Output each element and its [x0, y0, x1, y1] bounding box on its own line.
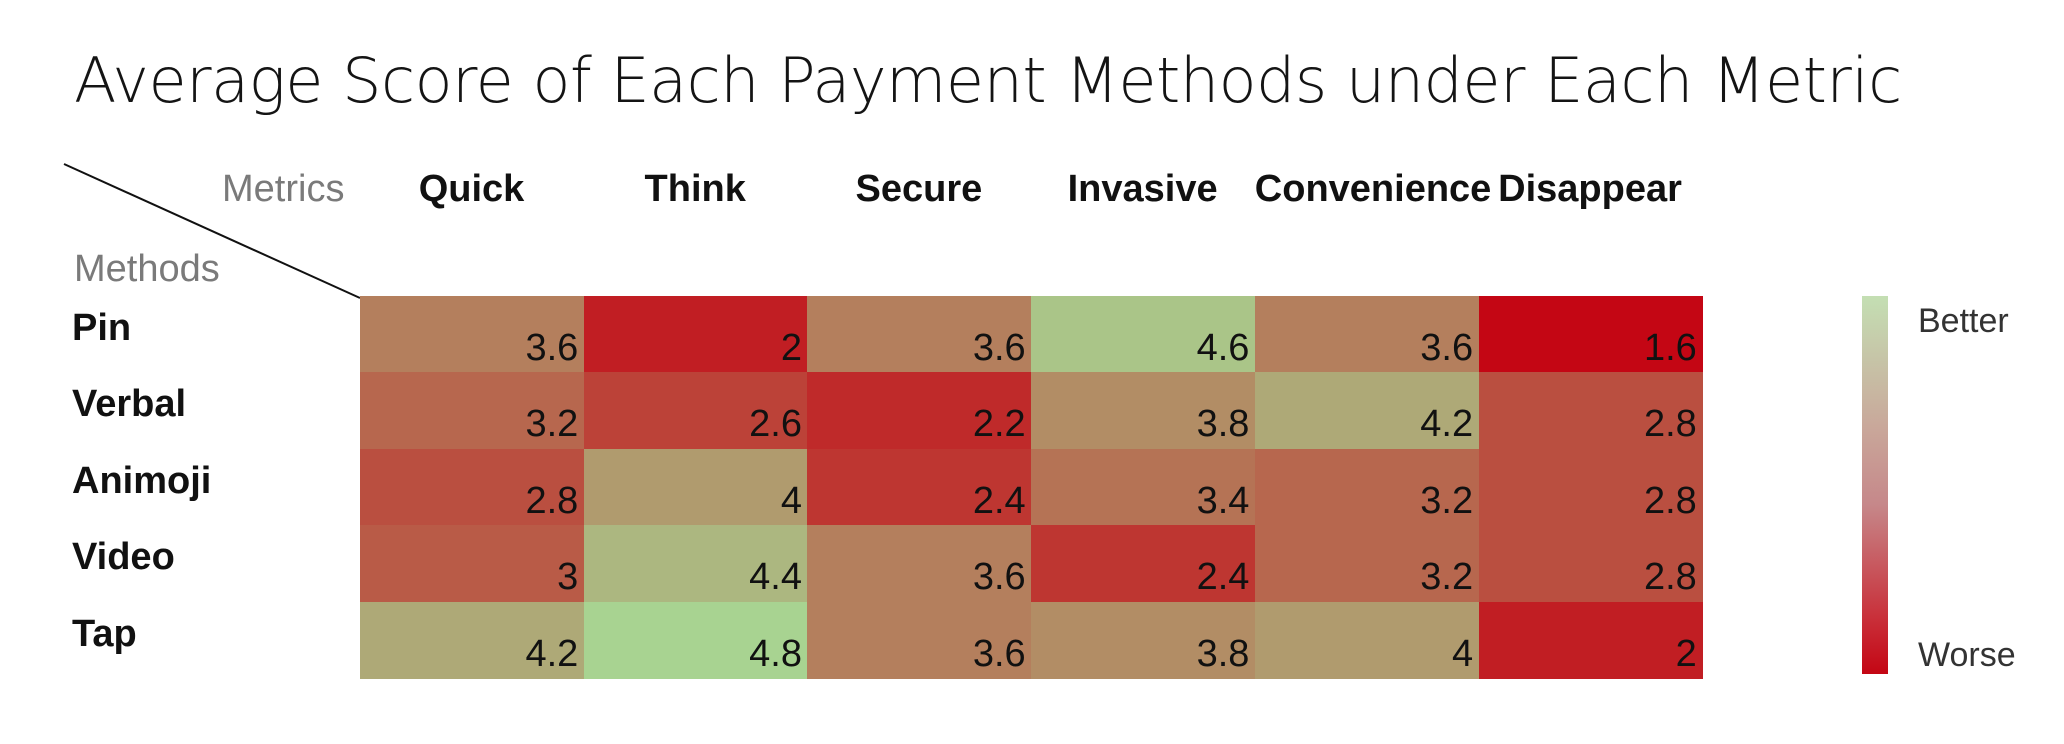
heatmap-cell-animoji-secure: 2.4: [807, 448, 1032, 526]
cell-value-label: 2.8: [525, 479, 579, 522]
row-header-pin: Pin: [72, 307, 132, 349]
column-header-invasive: Invasive: [1067, 168, 1218, 210]
heatmap-cell-tap-think: 4.8: [583, 601, 808, 679]
heatmap-cell-tap-invasive: 3.8: [1031, 601, 1256, 679]
row-header-tap: Tap: [72, 612, 137, 655]
cell-value-label: 4: [1451, 632, 1474, 675]
heatmap-cell-verbal-disappear: 2.8: [1478, 372, 1703, 450]
chart-title: Average Score of Each Payment Methods un…: [74, 44, 1902, 117]
heatmap-cell-animoji-convenience: 3.2: [1254, 448, 1480, 526]
cell-value-label: 3.2: [1420, 556, 1474, 599]
cell-value-label: 2.8: [1643, 479, 1697, 522]
heatmap-cell-tap-secure: 3.6: [807, 601, 1032, 679]
column-header-think: Think: [644, 168, 746, 210]
heatmap-cell-video-think: 4.4: [583, 525, 808, 603]
cell-value-label: 4.2: [1420, 403, 1474, 446]
cell-value-label: 3.2: [1420, 479, 1474, 522]
cell-value-label: 3: [557, 556, 579, 599]
cell-value-label: 3.6: [972, 327, 1026, 369]
heatmap-cell-verbal-secure: 2.2: [807, 372, 1032, 450]
heatmap-cell-verbal-quick: 3.2: [360, 372, 585, 450]
heatmap-cell-pin-invasive: 4.6: [1031, 296, 1256, 373]
heatmap-cell-pin-convenience: 3.6: [1254, 296, 1480, 373]
row-header-verbal: Verbal: [72, 383, 187, 426]
cell-value-label: 2.6: [749, 403, 802, 446]
cell-value-label: 1.6: [1643, 327, 1697, 369]
cell-value-label: 3.4: [1196, 479, 1250, 522]
heatmap-cell-animoji-quick: 2.8: [360, 448, 585, 526]
cell-value-label: 4.4: [749, 556, 802, 599]
row-header-animoji: Animoji: [72, 459, 212, 502]
heatmap-cell-video-secure: 3.6: [807, 525, 1032, 603]
column-header-disappear: Disappear: [1498, 168, 1682, 210]
heatmap-cell-verbal-convenience: 4.2: [1254, 372, 1480, 450]
heatmap-cell-pin-quick: 3.6: [360, 296, 585, 373]
heatmap-cell-video-convenience: 3.2: [1254, 525, 1480, 603]
cell-value-label: 4: [780, 479, 802, 522]
heatmap-cell-video-quick: 3: [360, 525, 585, 603]
heatmap-cell-verbal-invasive: 3.8: [1031, 372, 1256, 450]
heatmap-cell-verbal-think: 2.6: [583, 372, 808, 450]
heatmap-cell-video-invasive: 2.4: [1031, 525, 1256, 603]
legend-worse-label: Worse: [1918, 636, 2016, 674]
heatmap-cell-animoji-invasive: 3.4: [1031, 448, 1256, 526]
column-header-convenience: Convenience: [1254, 168, 1492, 210]
legend-better-label: Better: [1918, 302, 2009, 340]
cell-value-label: 3.6: [972, 632, 1026, 675]
legend-color-bar: [1862, 296, 1888, 674]
cell-value-label: 2: [1675, 632, 1697, 675]
cell-value-label: 2.8: [1643, 403, 1697, 446]
cell-value-label: 3.2: [525, 403, 579, 446]
cell-value-label: 4.2: [525, 632, 579, 675]
methods-axis-label: Methods: [74, 248, 220, 290]
cell-value-label: 3.6: [525, 327, 579, 369]
cell-value-label: 4.8: [749, 632, 802, 675]
heatmap-grid: 3.6 2 3.6 4.6 3.6 1.6 3.2 2.6 2.2 3.8 4.2 2.8 2.8 4 2.…: [360, 296, 1732, 679]
cell-value-label: 4.6: [1196, 327, 1250, 369]
cell-value-label: 2.4: [1196, 556, 1250, 599]
cell-value-label: 3.8: [1196, 403, 1250, 446]
cell-value-label: 3.6: [972, 556, 1026, 599]
metrics-axis-label: Metrics: [222, 168, 345, 210]
heatmap-cell-tap-disappear: 2: [1478, 601, 1703, 679]
heatmap-cell-tap-quick: 4.2: [360, 601, 585, 679]
heatmap-cell-pin-secure: 3.6: [807, 296, 1032, 373]
cell-value-label: 3.8: [1196, 632, 1250, 675]
heatmap-cell-animoji-think: 4: [583, 448, 808, 526]
heatmap-cell-video-disappear: 2.8: [1478, 525, 1703, 603]
cell-value-label: 2.8: [1643, 556, 1697, 599]
column-header-secure: Secure: [855, 168, 983, 210]
cell-value-label: 2: [780, 327, 802, 369]
cell-value-label: 3.6: [1420, 327, 1474, 369]
column-header-quick: Quick: [418, 168, 525, 210]
heatmap-cell-tap-convenience: 4: [1254, 601, 1480, 679]
cell-value-label: 2.4: [972, 479, 1026, 522]
cell-value-label: 2.2: [972, 403, 1026, 446]
row-header-video: Video: [72, 536, 175, 579]
heatmap-cell-animoji-disappear: 2.8: [1478, 448, 1703, 526]
heatmap-cell-pin-think: 2: [583, 296, 808, 373]
heatmap-cell-pin-disappear: 1.6: [1478, 296, 1703, 373]
